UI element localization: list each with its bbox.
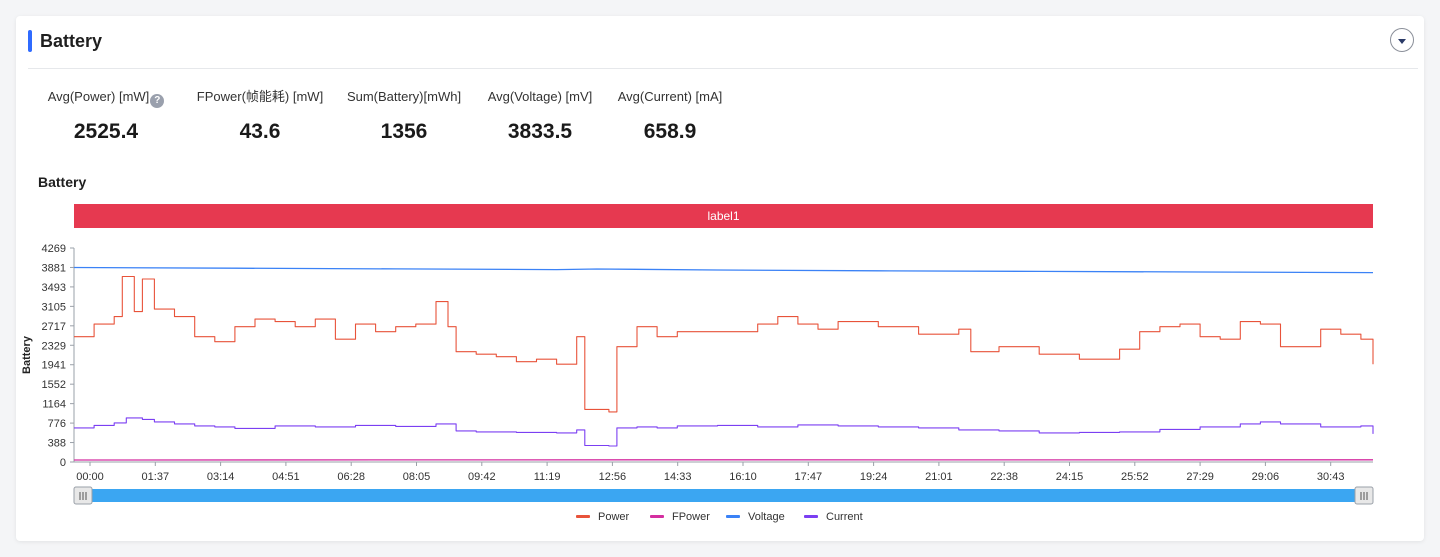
y-tick-label: 776 [48,418,66,430]
x-tick-label: 24:15 [1056,471,1084,483]
legend-label: Current [826,511,863,523]
metric-avg-current: Avg(Current) [mA] 658.9 [614,88,726,144]
x-tick-label: 25:52 [1121,471,1149,483]
y-tick-label: 1164 [42,399,66,411]
x-tick-label: 01:37 [142,471,170,483]
legend-swatch [650,515,664,518]
legend-label: Power [598,511,630,523]
legend-label: Voltage [748,511,785,523]
legend-item-current[interactable]: Current [804,511,863,523]
legend-label: FPower [672,511,710,523]
x-tick-label: 29:06 [1252,471,1280,483]
metric-sum-battery: Sum(Battery)[mWh] 1356 [342,88,466,144]
card-header: Battery [28,28,1418,69]
y-axis-title: Battery [21,335,33,374]
y-tick-label: 4269 [42,243,66,255]
x-tick-label: 22:38 [990,471,1018,483]
battery-chart: label1 0 388 776 1164 1552 1941 2329 2717 3105 349… [21,204,1374,523]
metric-label: Sum(Battery)[mWh] [346,89,462,104]
y-tick-label: 3493 [42,282,66,294]
metric-avg-power: Avg(Power) [mW]? 2525.4 [38,88,174,144]
chart-section-title: Battery [38,174,87,190]
chevron-down-icon [1398,38,1406,44]
y-tick-label: 1941 [42,360,66,372]
metric-label: Avg(Current) [mA] [617,89,723,104]
metric-value: 43.6 [239,120,281,143]
metric-value: 1356 [380,120,428,143]
y-tick-label: 2717 [42,321,66,333]
legend-swatch [576,515,590,518]
metric-fpower: FPower(帧能耗) [mW] 43.6 [190,88,330,144]
metric-label: Avg(Power) [mW] [47,89,150,104]
legend-item-fpower[interactable]: FPower [650,511,710,523]
series-line-current [74,417,1374,447]
series-line-voltage [73,266,1374,274]
legend-item-power[interactable]: Power [576,511,630,523]
x-tick-label: 00:00 [76,471,104,483]
y-tick-label: 3105 [42,301,66,313]
metric-value: 2525.4 [73,120,139,143]
y-tick-label: 0 [60,457,66,469]
x-tick-label: 04:51 [272,471,300,483]
metric-label: FPower(帧能耗) [mW] [196,89,324,104]
legend-item-voltage[interactable]: Voltage [726,511,785,523]
x-tick-label: 12:56 [599,471,627,483]
card-title: Battery [40,31,103,51]
help-icon[interactable]: ? [150,94,165,108]
label-band [74,204,1373,228]
x-tick-label: 08:05 [403,471,431,483]
x-tick-label: 30:43 [1317,471,1345,483]
y-tick-label: 2329 [42,340,66,352]
legend-swatch [726,515,740,518]
collapse-toggle-button[interactable] [1390,28,1414,52]
y-tick-label: 3881 [42,262,66,274]
metric-value: 3833.5 [507,120,573,143]
x-tick-label: 21:01 [925,471,953,483]
x-tick-label: 27:29 [1186,471,1214,483]
x-tick-label: 16:10 [729,471,757,483]
x-tick-label: 14:33 [664,471,692,483]
x-tick-label: 09:42 [468,471,496,483]
x-tick-label: 17:47 [795,471,823,483]
series-line-power [74,275,1374,413]
metrics-row: Avg(Power) [mW]? 2525.4 FPower(帧能耗) [mW]… [38,88,1038,158]
x-tick-label: 06:28 [337,471,365,483]
label-band-text: label1 [707,209,739,223]
title-accent-bar [28,30,32,52]
metric-label: Avg(Voltage) [mV] [487,89,593,104]
metric-avg-voltage: Avg(Voltage) [mV] 3833.5 [478,88,602,144]
x-tick-label: 19:24 [860,471,888,483]
x-tick-label: 11:19 [534,471,561,483]
x-tick-label: 03:14 [207,471,235,483]
y-tick-label: 388 [48,438,66,450]
battery-card: Battery Avg(Power) [mW]? 2525.4 FPower(帧… [16,16,1424,541]
metric-value: 658.9 [643,120,697,143]
legend-swatch [804,515,818,518]
range-slider-track [74,489,1373,502]
y-tick-label: 1552 [42,379,66,391]
